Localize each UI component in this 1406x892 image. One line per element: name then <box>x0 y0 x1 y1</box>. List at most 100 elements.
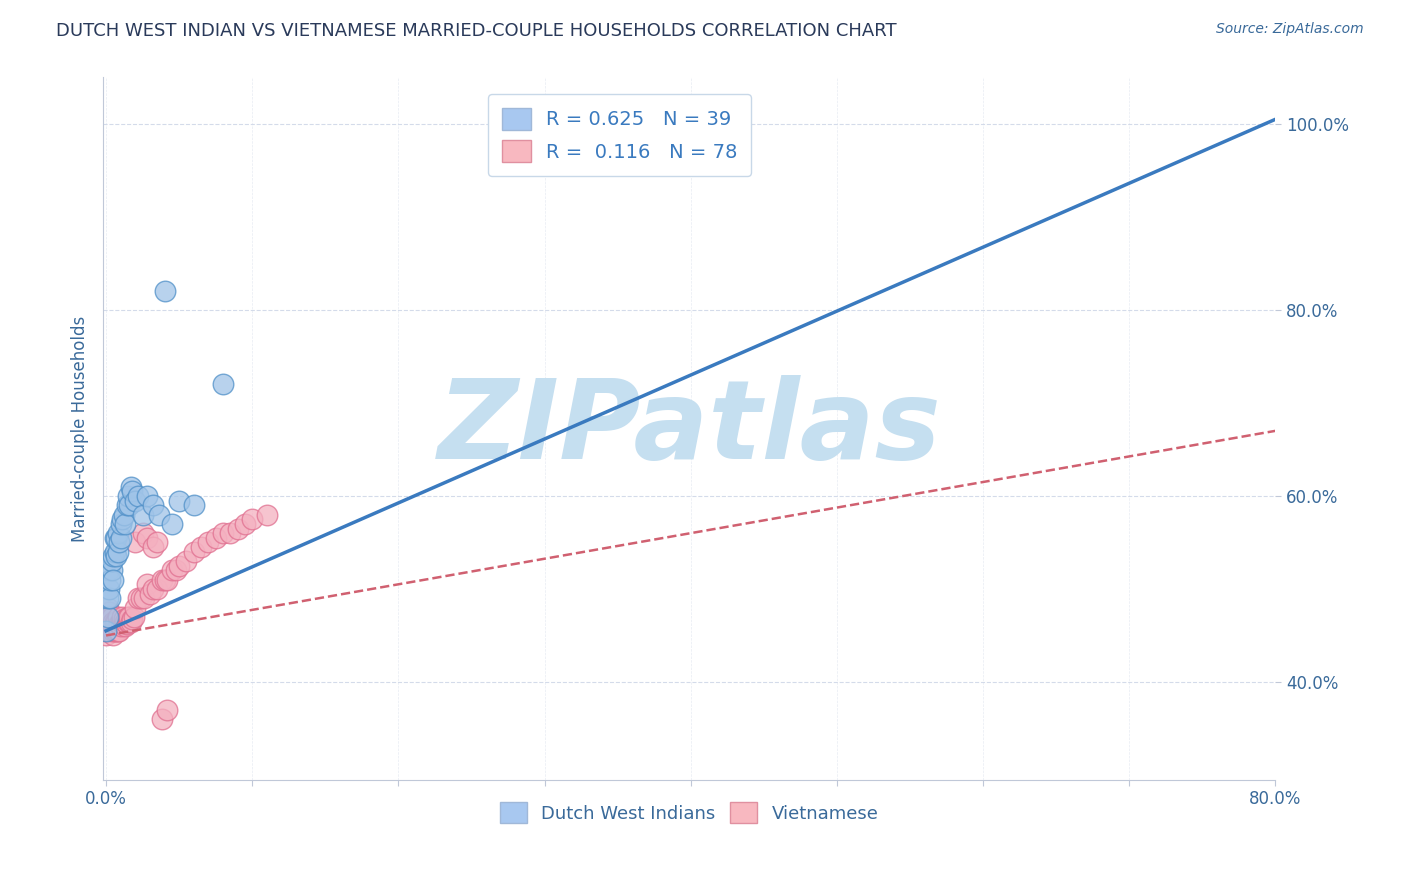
Point <box>124 600 146 615</box>
Point <box>212 526 235 541</box>
Point <box>115 498 138 512</box>
Point <box>124 535 146 549</box>
Point <box>129 591 152 606</box>
Point <box>103 573 125 587</box>
Point <box>101 624 124 638</box>
Point <box>100 619 122 633</box>
Point <box>115 612 138 626</box>
Point <box>108 624 131 638</box>
Point <box>104 545 127 559</box>
Point <box>156 573 179 587</box>
Point <box>124 493 146 508</box>
Point <box>105 615 128 629</box>
Point <box>112 617 135 632</box>
Point <box>98 615 121 629</box>
Point <box>94 624 117 638</box>
Point <box>104 624 127 638</box>
Point <box>107 617 129 632</box>
Point <box>105 549 128 564</box>
Point <box>118 615 141 629</box>
Point <box>256 508 278 522</box>
Point <box>139 586 162 600</box>
Point <box>118 498 141 512</box>
Point <box>150 573 173 587</box>
Point <box>100 573 122 587</box>
Point <box>118 610 141 624</box>
Point <box>111 610 134 624</box>
Point <box>101 563 124 577</box>
Point <box>94 624 117 638</box>
Point <box>105 624 128 638</box>
Point <box>105 531 128 545</box>
Point <box>98 624 121 638</box>
Point <box>190 540 212 554</box>
Point <box>103 619 125 633</box>
Point <box>127 591 149 606</box>
Point <box>94 628 117 642</box>
Point <box>100 591 122 606</box>
Point <box>120 615 142 629</box>
Point <box>183 498 205 512</box>
Point <box>104 615 127 629</box>
Point <box>131 508 153 522</box>
Point <box>150 712 173 726</box>
Point <box>142 582 165 596</box>
Point <box>219 526 242 541</box>
Point <box>114 615 136 629</box>
Point <box>167 558 190 573</box>
Point <box>142 540 165 554</box>
Point <box>101 554 124 568</box>
Point <box>96 591 118 606</box>
Point <box>110 619 132 633</box>
Point <box>100 610 122 624</box>
Point <box>100 615 122 629</box>
Point <box>110 516 132 531</box>
Point <box>110 615 132 629</box>
Point <box>117 489 139 503</box>
Point <box>197 535 219 549</box>
Point <box>240 512 263 526</box>
Point <box>226 521 249 535</box>
Point <box>96 600 118 615</box>
Point <box>103 624 125 638</box>
Point <box>115 617 138 632</box>
Point <box>101 619 124 633</box>
Point <box>111 512 134 526</box>
Point <box>122 610 145 624</box>
Point <box>146 582 169 596</box>
Point <box>160 516 183 531</box>
Point <box>110 531 132 545</box>
Legend: Dutch West Indians, Vietnamese: Dutch West Indians, Vietnamese <box>489 791 890 834</box>
Point <box>98 605 121 619</box>
Text: ZIPatlas: ZIPatlas <box>437 375 941 482</box>
Point <box>212 377 235 392</box>
Point <box>160 563 183 577</box>
Point <box>98 563 121 577</box>
Point <box>146 535 169 549</box>
Point <box>136 577 159 591</box>
Point <box>107 610 129 624</box>
Text: Source: ZipAtlas.com: Source: ZipAtlas.com <box>1216 22 1364 37</box>
Point <box>153 285 176 299</box>
Point <box>127 489 149 503</box>
Point <box>103 628 125 642</box>
Point <box>114 516 136 531</box>
Point <box>104 531 127 545</box>
Point <box>167 493 190 508</box>
Point <box>142 498 165 512</box>
Point <box>98 582 121 596</box>
Text: DUTCH WEST INDIAN VS VIETNAMESE MARRIED-COUPLE HOUSEHOLDS CORRELATION CHART: DUTCH WEST INDIAN VS VIETNAMESE MARRIED-… <box>56 22 897 40</box>
Point <box>108 535 131 549</box>
Point <box>112 508 135 522</box>
Point <box>204 531 226 545</box>
Point <box>111 615 134 629</box>
Point <box>117 610 139 624</box>
Y-axis label: Married-couple Households: Married-couple Households <box>72 316 89 541</box>
Point <box>132 591 155 606</box>
Point <box>136 531 159 545</box>
Point <box>108 617 131 632</box>
Point <box>165 563 187 577</box>
Point <box>233 516 256 531</box>
Point <box>121 484 143 499</box>
Point <box>107 624 129 638</box>
